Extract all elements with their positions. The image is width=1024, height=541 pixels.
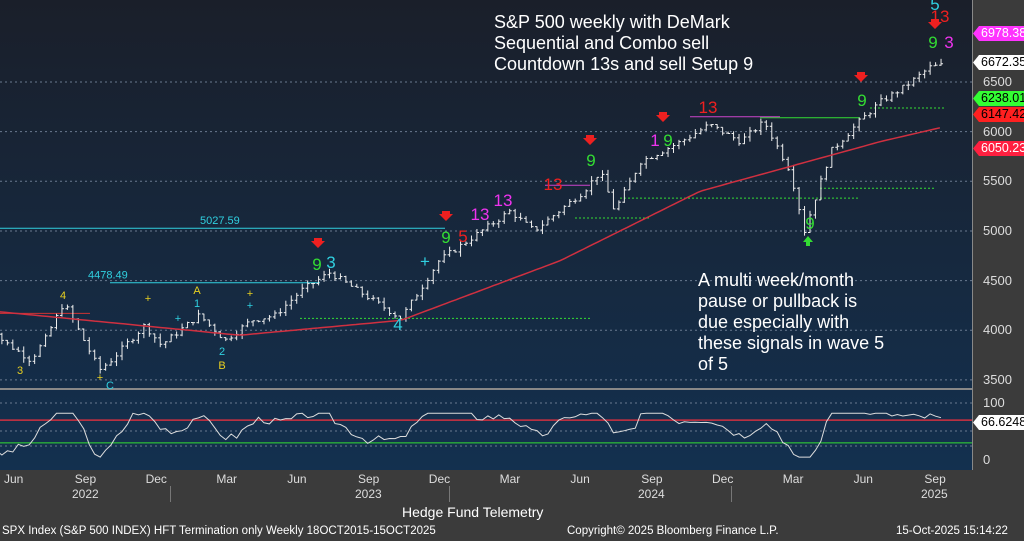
td-signal-marker: +: [145, 293, 151, 305]
level-label: 4478.49: [88, 270, 128, 282]
td-signal-marker: 2: [219, 346, 225, 358]
td-signal-marker: C: [106, 380, 114, 392]
td-signal-marker: B: [218, 360, 225, 372]
year-separator: [449, 486, 450, 502]
td-signal-marker: 4: [393, 315, 402, 334]
td-signal-marker: 5: [458, 227, 467, 246]
security-description: SPX Index (S&P 500 INDEX) HFT Terminatio…: [2, 525, 436, 537]
copyright: Copyright© 2025 Bloomberg Finance L.P.: [567, 525, 779, 537]
td-signal-marker: +: [97, 372, 103, 384]
buy-arrow-icon: [803, 236, 813, 246]
td-signal-marker: A: [193, 285, 201, 297]
td-signal-marker: 1: [194, 298, 200, 310]
td-signal-marker: 9: [441, 228, 450, 247]
td-signal-marker: 9: [928, 33, 937, 52]
note-line: due especially with: [698, 312, 850, 332]
x-tick-label: Jun: [853, 472, 873, 486]
timestamp: 15-Oct-2025 15:14:22: [896, 525, 1008, 537]
y-tick-label: 4500: [983, 272, 1012, 288]
td-signal-marker: 3: [326, 253, 335, 272]
td-signal-marker: 13: [544, 175, 563, 194]
y-tick-label: 5500: [983, 173, 1012, 189]
y-tick-label: 5000: [983, 222, 1012, 238]
x-tick-label: Mar: [782, 472, 804, 486]
sell-arrow-icon: [583, 135, 597, 145]
y-tick-label: 3500: [983, 371, 1012, 387]
year-label: 2022: [72, 487, 99, 501]
moving-average-line: [0, 127, 941, 336]
td-signal-marker: 13: [699, 98, 718, 117]
sell-arrow-icon: [854, 72, 868, 82]
td-signal-marker: 9: [857, 91, 866, 110]
y-tick-label: 4000: [983, 322, 1012, 338]
title-line: S&P 500 weekly with DeMark: [494, 12, 730, 32]
x-tick-label: Jun: [287, 472, 307, 486]
x-tick-label: Sep: [358, 472, 380, 486]
x-tick-label: Dec: [145, 472, 167, 486]
x-tick-label: Jun: [4, 472, 24, 486]
y-tick-label: 6500: [983, 74, 1012, 89]
td-signal-marker: 1: [650, 131, 659, 150]
td-signal-marker: 3: [17, 365, 23, 377]
oscillator-line: [0, 412, 942, 458]
td-signal-marker: +: [247, 288, 253, 300]
note-annotation: A multi week/month pause or pullback is …: [698, 270, 884, 375]
x-tick-label: Sep: [641, 472, 663, 486]
chart-plot-area: 5027.59 4478.49 3 4 C + + A 1 +2 B + +9 3 4 +9 5 13 13 13 9 1…: [0, 0, 972, 470]
td-signal-marker: 13: [471, 205, 490, 224]
td-signal-marker: 9: [663, 131, 672, 150]
lower-y-tick-label: 0: [983, 452, 991, 467]
oscillator-value-label: 66.6248: [973, 415, 1024, 430]
td-signal-marker: 13: [494, 191, 513, 210]
x-tick-label: Jun: [570, 472, 590, 486]
x-tick-label: Mar: [499, 472, 521, 486]
level-label: 5027.59: [200, 215, 240, 227]
x-tick-label: Sep: [74, 472, 97, 486]
axis-line: [972, 0, 973, 470]
td-signal-marker: 9: [805, 214, 814, 233]
note-line: of 5: [698, 354, 729, 374]
y-tick-label: 6000: [983, 123, 1012, 139]
td-signal-marker: 9: [586, 151, 595, 170]
sell-arrow-icon: [928, 19, 942, 29]
td-signal-marker: +: [420, 252, 430, 271]
td-signal-marker: 9: [312, 255, 321, 274]
sell-arrow-icon: [656, 112, 670, 122]
price-label: 6672.35: [973, 55, 1024, 70]
note-line: pause or pullback is: [698, 291, 858, 311]
note-line: A multi week/month: [698, 270, 855, 290]
year-label: 2024: [638, 487, 665, 501]
title-line: Sequential and Combo sell: [494, 33, 710, 53]
year-label: 2025: [921, 487, 948, 501]
x-tick-label: Dec: [428, 472, 451, 486]
td-signal-marker: +: [247, 300, 253, 312]
td-signal-marker: 3: [944, 33, 953, 52]
sell-arrow-icon: [439, 211, 453, 221]
td-signal-marker: +: [175, 313, 181, 325]
price-label: 6050.23: [973, 141, 1024, 156]
chart-title: S&P 500 weekly with DeMark Sequential an…: [494, 12, 753, 75]
x-tick-label: Mar: [216, 472, 238, 486]
year-label: 2023: [355, 487, 382, 501]
brand-label: Hedge Fund Telemetry: [402, 504, 544, 520]
td-signal-marker: 4: [60, 290, 66, 302]
sell-arrow-icon: [311, 238, 325, 248]
price-label: 6978.38: [973, 26, 1024, 41]
title-line: Countdown 13s and sell Setup 9: [494, 54, 754, 74]
year-separator: [170, 486, 171, 502]
price-label: 6238.01: [973, 91, 1024, 106]
td-signal-marker: 5: [930, 0, 939, 14]
year-separator: [731, 486, 732, 502]
note-line: these signals in wave 5: [698, 333, 885, 353]
x-tick-label: Sep: [924, 472, 946, 486]
lower-y-tick-label: 100: [983, 395, 1005, 410]
x-tick-label: Dec: [712, 472, 734, 486]
price-label: 6147.42: [973, 107, 1024, 122]
